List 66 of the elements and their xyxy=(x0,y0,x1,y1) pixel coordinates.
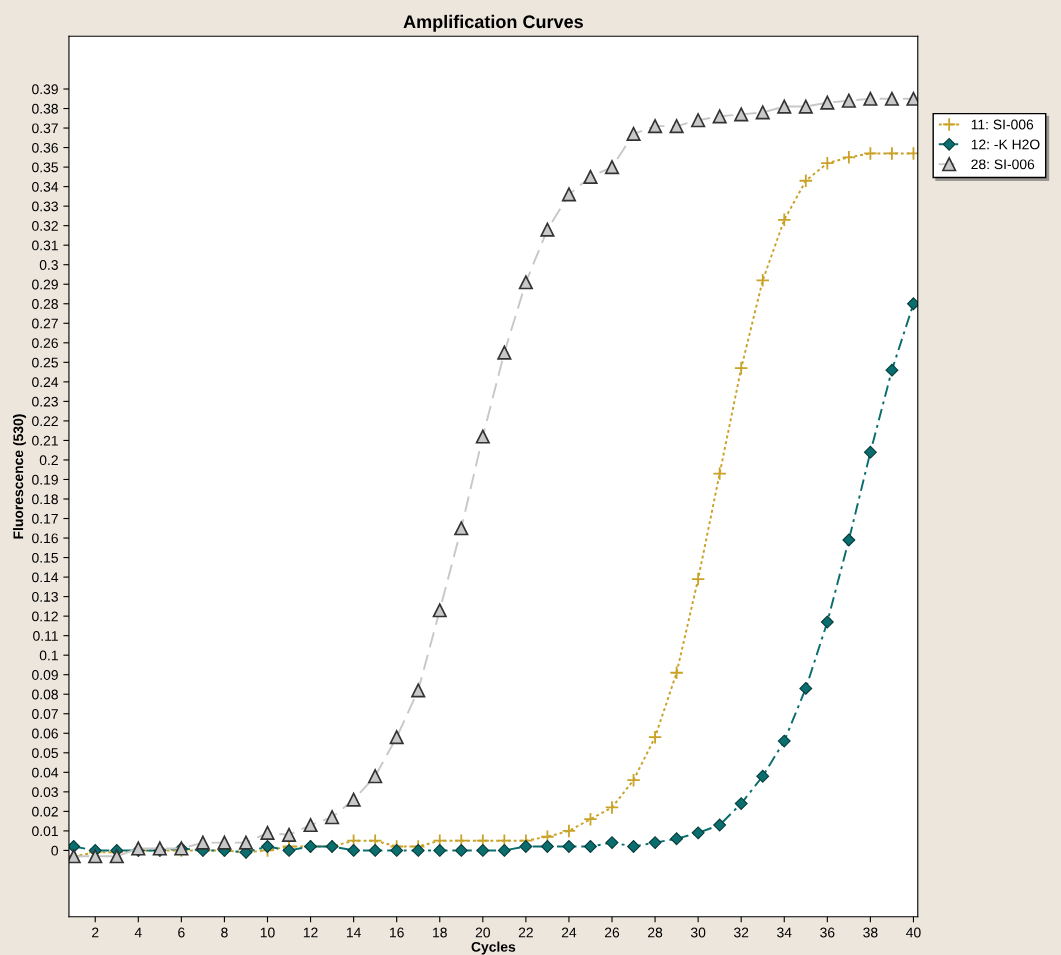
y-tick-label: 0.2 xyxy=(39,455,58,466)
y-tick-label: 0.23 xyxy=(32,396,58,407)
y-tick-label: 0.36 xyxy=(32,142,58,153)
y-tick-label: 0.25 xyxy=(32,357,58,368)
y-tick-label: 0.3 xyxy=(39,260,58,270)
y-tick-label: 0.17 xyxy=(32,513,58,524)
y-tick-label: 0.22 xyxy=(32,416,58,427)
y-tick-label: 0.26 xyxy=(32,338,58,348)
x-tick-label: 40 xyxy=(906,927,921,938)
x-tick-label: 20 xyxy=(475,927,490,938)
y-tick-label: 0.38 xyxy=(32,103,58,114)
legend-label: 12: -K H2O xyxy=(971,139,1040,150)
x-axis-title: Cycles xyxy=(471,941,516,955)
y-tick-label: 0.15 xyxy=(32,552,58,563)
legend-label: 28: SI-006 xyxy=(971,159,1035,170)
x-tick-label: 24 xyxy=(561,927,577,938)
y-tick-label: 0.07 xyxy=(32,709,58,719)
x-tick-label: 38 xyxy=(863,927,878,938)
legend-label: 11: SI-006 xyxy=(971,119,1034,130)
y-tick-label: 0.29 xyxy=(32,279,58,290)
x-tick-label: 6 xyxy=(178,927,185,938)
y-tick-label: 0.31 xyxy=(32,240,58,251)
y-tick-label: 0.04 xyxy=(32,767,59,778)
y-tick-label: 0.08 xyxy=(32,689,58,700)
x-tick-label: 8 xyxy=(221,927,228,938)
x-tick-label: 12 xyxy=(303,927,318,938)
y-tick-label: 0.1 xyxy=(39,650,58,661)
x-tick-label: 36 xyxy=(820,927,835,938)
y-tick-label: 0.35 xyxy=(32,162,58,173)
x-tick-label: 26 xyxy=(604,927,620,938)
y-tick-label: 0.03 xyxy=(32,787,58,798)
y-tick-label: 0.19 xyxy=(32,474,58,485)
x-tick-label: 30 xyxy=(690,927,706,938)
y-tick-label: 0.12 xyxy=(32,611,58,622)
y-tick-label: 0.05 xyxy=(32,748,58,758)
x-tick-label: 16 xyxy=(390,927,404,938)
y-tick-label: 0.32 xyxy=(32,221,58,231)
chart-title: Amplification Curves xyxy=(403,14,583,32)
y-tick-label: 0.06 xyxy=(32,728,58,739)
y-tick-label: 0.28 xyxy=(32,299,58,309)
y-tick-label: 0.37 xyxy=(32,123,58,134)
y-tick-label: 0.21 xyxy=(32,435,58,446)
x-tick-label: 32 xyxy=(734,927,749,938)
x-tick-label: 14 xyxy=(346,927,361,938)
y-tick-label: 0.11 xyxy=(33,631,58,641)
x-tick-label: 18 xyxy=(433,927,447,938)
x-tick-label: 4 xyxy=(134,927,142,938)
x-tick-label: 28 xyxy=(648,927,663,938)
y-tick-label: 0.02 xyxy=(32,806,58,817)
y-tick-label: 0.39 xyxy=(32,84,58,95)
y-tick-label: 0.16 xyxy=(32,533,58,544)
y-tick-label: 0.34 xyxy=(32,181,59,192)
y-tick-label: 0.09 xyxy=(32,670,58,680)
x-tick-label: 34 xyxy=(777,927,792,938)
y-tick-label: 0.24 xyxy=(32,377,59,388)
x-tick-label: 10 xyxy=(260,927,275,938)
y-tick-label: 0.14 xyxy=(32,572,59,583)
y-tick-label: 0.33 xyxy=(32,201,58,212)
x-tick-label: 2 xyxy=(92,927,99,938)
y-tick-label: 0.01 xyxy=(32,826,58,837)
y-axis-title: Fluorescence (530) xyxy=(13,414,26,539)
y-tick-label: 0.18 xyxy=(32,494,58,505)
y-tick-label: 0 xyxy=(51,845,59,856)
y-tick-label: 0.27 xyxy=(32,318,58,329)
x-tick-label: 22 xyxy=(518,927,533,938)
y-tick-label: 0.13 xyxy=(32,591,58,602)
